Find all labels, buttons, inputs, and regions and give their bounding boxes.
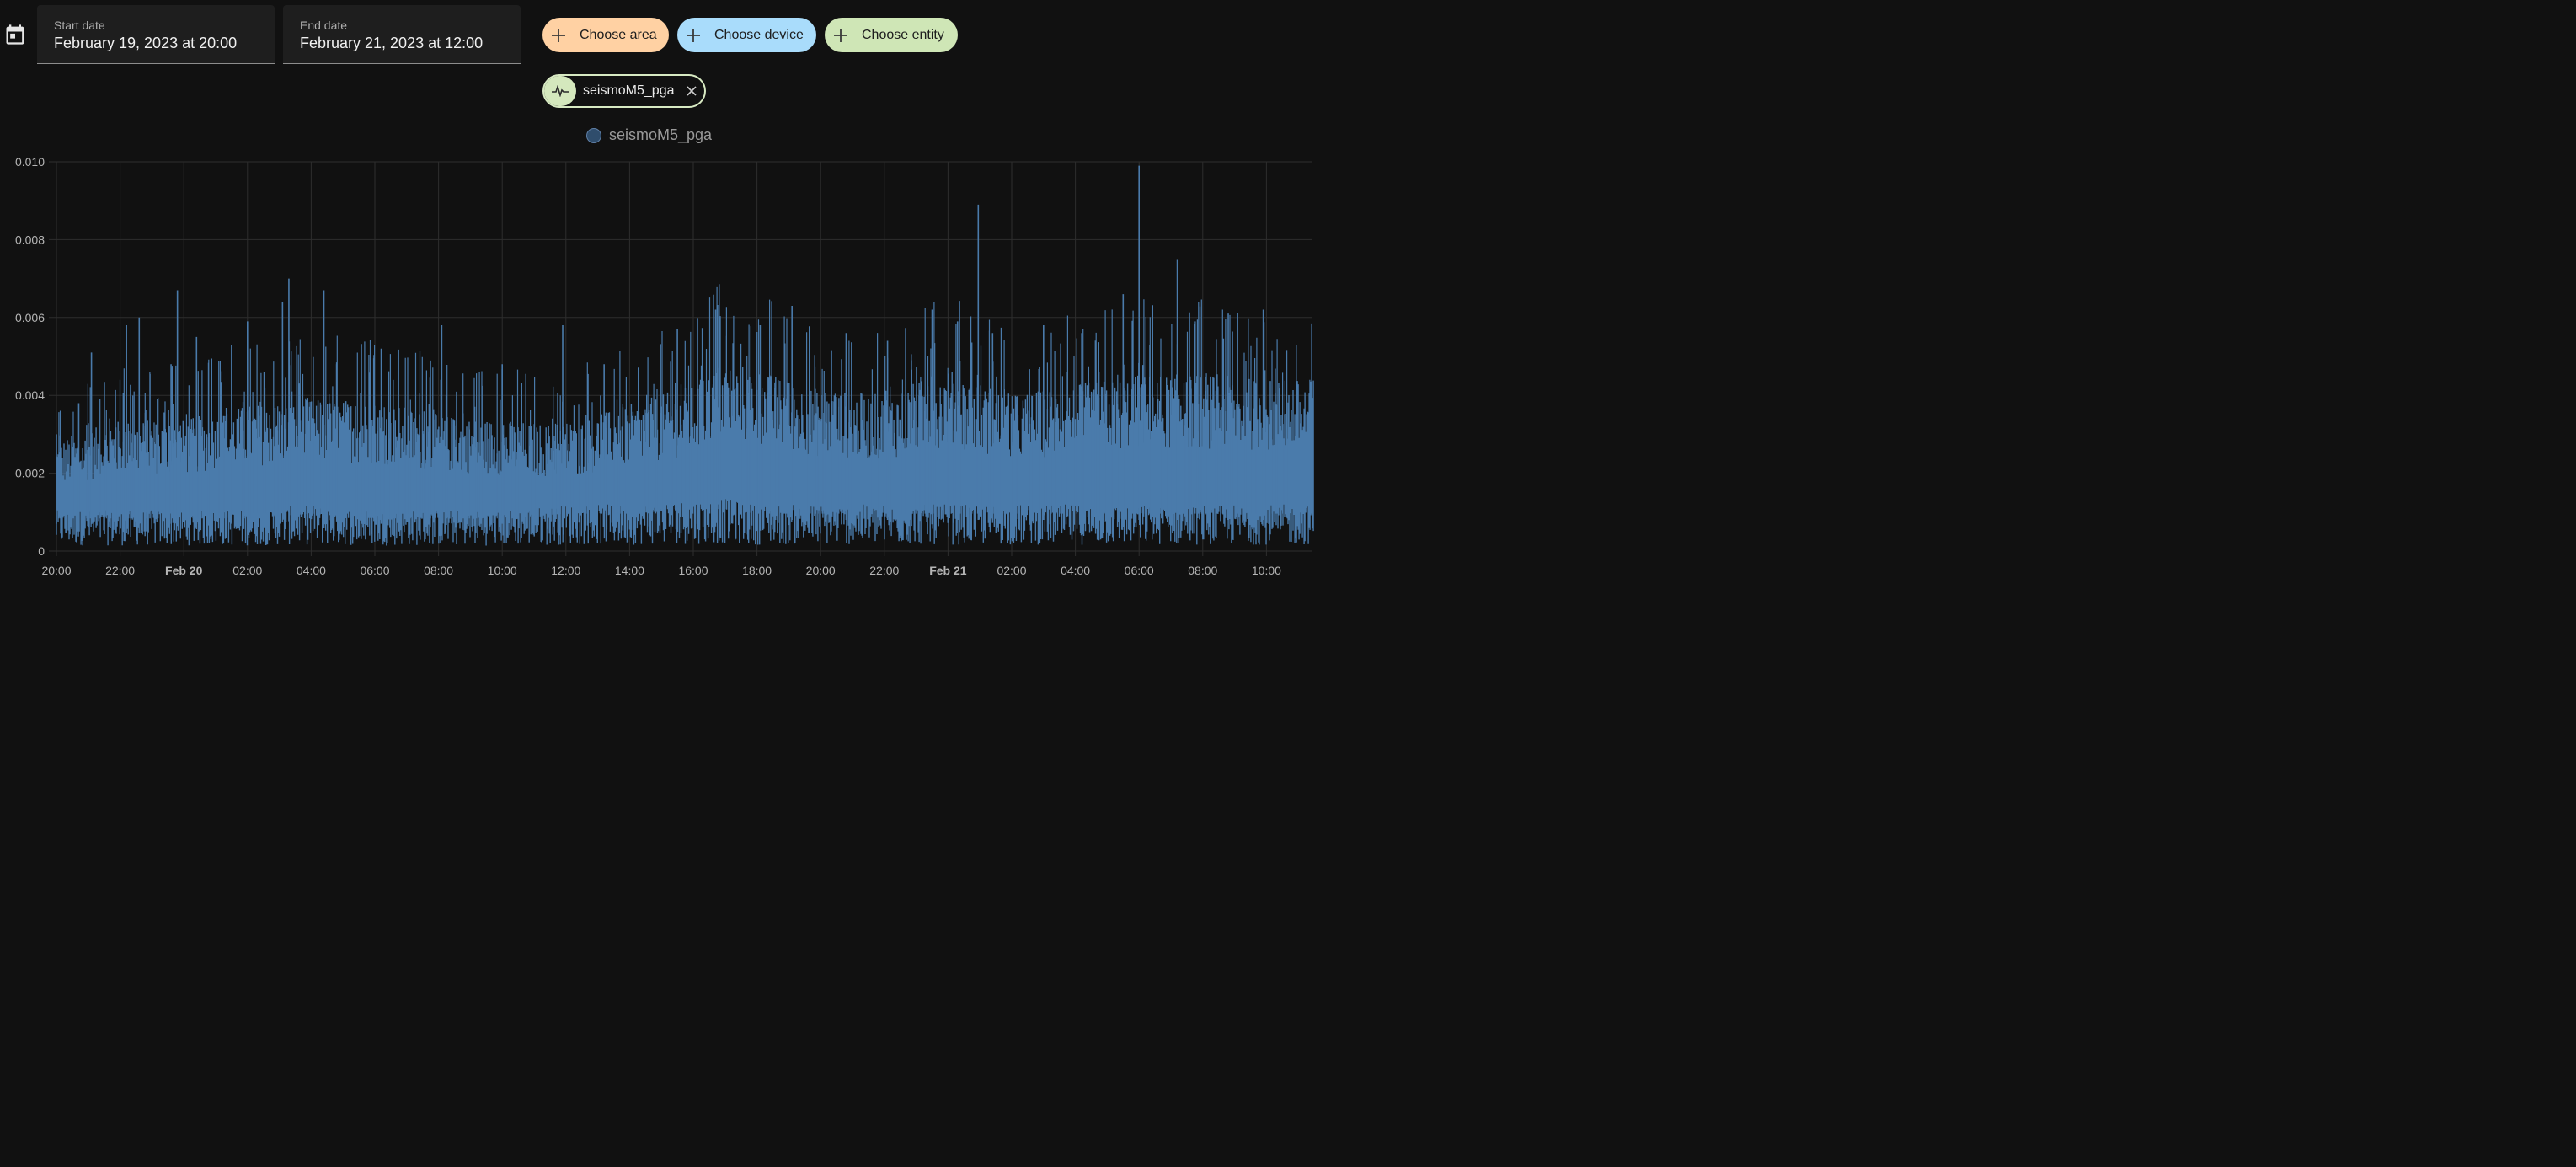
x-tick-label: 22:00 — [869, 564, 899, 577]
x-tick-label: 04:00 — [297, 564, 326, 577]
y-tick-label: 0.004 — [15, 388, 45, 402]
plus-icon — [834, 28, 847, 42]
choose-device-button[interactable]: Choose device — [677, 18, 816, 52]
choose-area-label: Choose area — [580, 27, 657, 42]
x-tick-label: 14:00 — [615, 564, 644, 577]
x-tick-label: 02:00 — [997, 564, 1026, 577]
pulse-icon — [552, 85, 569, 97]
selected-entity-chip[interactable]: seismoM5_pga — [542, 74, 706, 108]
end-date-label: End date — [300, 19, 348, 32]
y-tick-label: 0.002 — [15, 467, 45, 480]
x-tick-label: 06:00 — [360, 564, 389, 577]
start-date-value: February 19, 2023 at 20:00 — [54, 35, 238, 51]
x-tick-label: 18:00 — [742, 564, 772, 577]
calendar-icon[interactable] — [3, 22, 27, 47]
x-tick-label: 20:00 — [806, 564, 836, 577]
chart-bars — [56, 165, 1314, 546]
selected-entity-name: seismoM5_pga — [583, 83, 675, 98]
choose-entity-button[interactable]: Choose entity — [825, 18, 958, 52]
x-tick-label: 20:00 — [41, 564, 71, 577]
plus-icon — [552, 28, 565, 42]
x-tick-label: 08:00 — [424, 564, 453, 577]
x-tick-label: 04:00 — [1061, 564, 1090, 577]
start-date-field[interactable]: Start date February 19, 2023 at 20:00 — [37, 5, 275, 64]
x-tick-label: 06:00 — [1125, 564, 1154, 577]
x-tick-label: 08:00 — [1188, 564, 1217, 577]
start-date-label: Start date — [54, 19, 105, 32]
y-tick-label: 0.010 — [15, 155, 45, 169]
remove-entity-icon[interactable] — [686, 86, 697, 96]
pulse-icon-wrap — [544, 76, 576, 106]
x-tick-label: 02:00 — [232, 564, 262, 577]
choose-area-button[interactable]: Choose area — [542, 18, 669, 52]
plus-icon — [687, 28, 700, 42]
y-tick-label: 0 — [38, 544, 45, 558]
history-chart[interactable]: 0.010 0.008 0.006 0.004 0.002 0 20:00 22:00 Feb… — [0, 152, 1321, 598]
x-tick-label: 16:00 — [678, 564, 708, 577]
y-axis: 0.010 0.008 0.006 0.004 0.002 0 — [15, 155, 45, 558]
y-tick-label: 0.006 — [15, 311, 45, 324]
x-tick-label: Feb 21 — [929, 564, 967, 577]
choose-entity-label: Choose entity — [862, 27, 944, 42]
end-date-value: February 21, 2023 at 12:00 — [300, 35, 484, 51]
x-tick-label: 10:00 — [488, 564, 517, 577]
x-tick-label: 12:00 — [551, 564, 580, 577]
end-date-field[interactable]: End date February 21, 2023 at 12:00 — [283, 5, 521, 64]
legend-color-dot — [586, 127, 601, 143]
x-tick-label: Feb 20 — [165, 564, 203, 577]
x-tick-label: 22:00 — [105, 564, 135, 577]
x-tick-label: 10:00 — [1252, 564, 1281, 577]
chart-legend-item[interactable]: seismoM5_pga — [586, 126, 712, 144]
choose-device-label: Choose device — [714, 27, 804, 42]
legend-label: seismoM5_pga — [609, 126, 713, 143]
x-axis: 20:00 22:00 Feb 20 02:00 04:00 06:00 08:00 10:0… — [41, 564, 1281, 577]
y-tick-label: 0.008 — [15, 233, 45, 246]
